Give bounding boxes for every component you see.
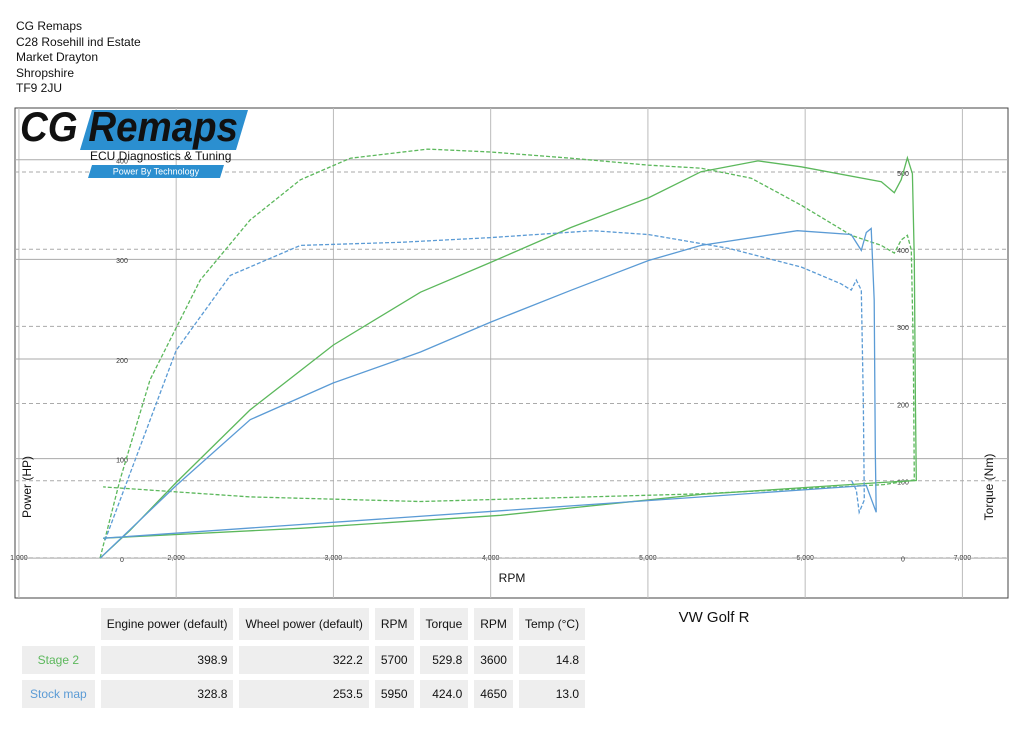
table-cell: 253.5 [239, 680, 369, 708]
results-table: Engine power (default) Wheel power (defau… [16, 602, 591, 714]
plot-area [14, 107, 1009, 599]
y-tick-label: 0 [120, 557, 124, 564]
power-curve [99, 148, 915, 559]
address-line: CG Remaps [16, 19, 83, 33]
logo-tagline: Power By Technology [113, 166, 200, 176]
y-tick-label: 100 [116, 457, 128, 464]
column-header: Wheel power (default) [239, 608, 369, 640]
y2-tick-label: 300 [897, 325, 909, 332]
table-cell: 14.8 [518, 646, 586, 674]
x-axis-label: RPM [499, 571, 526, 585]
address: CG Remaps C28 Rosehill ind Estate Market D… [16, 19, 141, 97]
address-line: Market Drayton [16, 50, 99, 65]
table-cell: 529.8 [419, 646, 469, 674]
logo-banner [80, 110, 248, 150]
chart-title: VW Golf R [679, 609, 750, 626]
y2-tick-label: 0 [901, 557, 905, 564]
column-header: Temp (°C) [518, 608, 586, 640]
power-curve [104, 230, 865, 541]
table-row: Stage 2 398.9 322.2 5700 529.8 3600 14.8 [22, 646, 586, 674]
y-axis-label: Power (HP) [20, 456, 34, 518]
y2-axis-label: Torque (Nm) [982, 454, 996, 521]
table-cell: 328.8 [100, 680, 234, 708]
column-header: RPM [374, 608, 414, 640]
row-label: Stock map [22, 680, 95, 708]
y-tick-label: 300 [116, 258, 128, 265]
table-cell: 5950 [374, 680, 414, 708]
table-cell: 322.2 [239, 646, 369, 674]
y2-tick-label: 400 [897, 248, 909, 255]
logo-title: CG Remaps [20, 103, 238, 150]
address-line: Shropshire [16, 65, 75, 80]
table-cell: 3600 [474, 646, 513, 674]
row-label: Stage 2 [22, 646, 95, 674]
table-cell: 5700 [374, 646, 414, 674]
table-cell: 4650 [474, 680, 513, 708]
curves [99, 148, 917, 559]
column-header: Torque [419, 608, 469, 640]
column-header: Engine power (default) [100, 608, 234, 640]
y2-tick-label: 200 [897, 402, 909, 409]
power-curve [99, 155, 917, 559]
table-cell: 424.0 [419, 680, 469, 708]
logo-subtitle: ECU Diagnostics & Tuning [90, 149, 231, 163]
y-tick-label: 200 [116, 358, 128, 365]
y-tick-label: 400 [116, 159, 128, 166]
y2-tick-label: 100 [897, 480, 909, 487]
power-curve [99, 227, 877, 559]
table-row: Stock map 328.8 253.5 5950 424.0 4650 13.0 [22, 680, 586, 708]
table-cell: 398.9 [100, 646, 234, 674]
logo-bar [88, 165, 224, 178]
corner [22, 608, 95, 640]
address-line: TF9 2JU [16, 81, 63, 96]
logo: CG Remaps ECU Diagnostics & Tuning Power… [20, 103, 248, 178]
table-cell: 13.0 [518, 680, 586, 708]
header-row: Engine power (default) Wheel power (defau… [22, 608, 586, 640]
address-line: C28 Rosehill ind Estate [16, 34, 141, 49]
column-header: RPM [474, 608, 513, 640]
